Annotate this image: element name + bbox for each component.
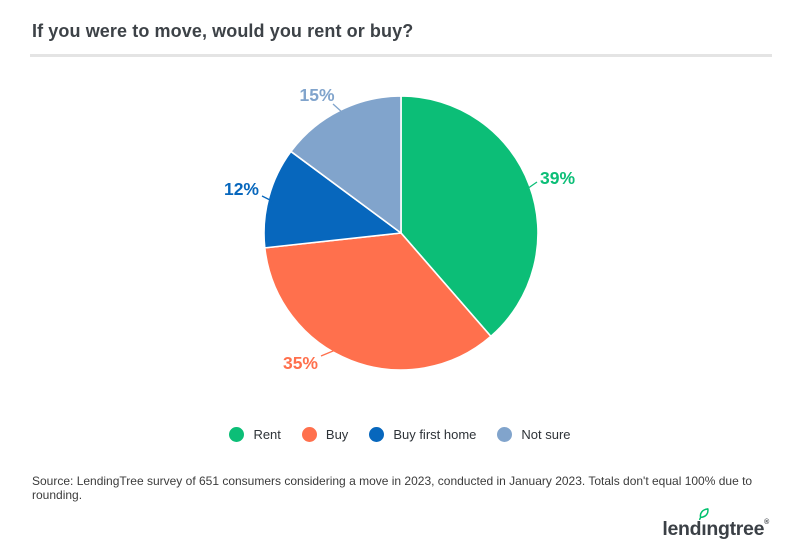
- pie-label-not-sure: 15%: [299, 85, 334, 105]
- leaf-icon: [699, 508, 709, 520]
- legend-item-rent: Rent: [229, 427, 281, 442]
- source-note: Source: LendingTree survey of 651 consum…: [32, 474, 753, 502]
- logo-text-end: ngtree: [706, 518, 765, 540]
- pie-chart: 39% 35% 12% 15%: [224, 85, 575, 373]
- legend-label-rent: Rent: [253, 427, 281, 442]
- pie-leader-not-sure: [332, 103, 344, 114]
- pie-leader-buy-first-home: [261, 195, 273, 202]
- title-divider: [30, 54, 772, 57]
- logo-letter-i: ı: [699, 508, 709, 541]
- pie-slice-rent: [400, 95, 539, 338]
- legend-dot-buy: [301, 427, 317, 442]
- legend-item-not-sure: Not sure: [497, 427, 571, 442]
- legend-dot-buy-first-home: [369, 427, 385, 442]
- lendingtree-logo: lend ıngtree®: [662, 508, 769, 541]
- pie-slice-buy-first-home: [263, 150, 402, 249]
- legend-label-not-sure: Not sure: [521, 427, 571, 442]
- legend-item-buy-first-home: Buy first home: [369, 427, 476, 442]
- pie-slice-buy: [264, 232, 492, 371]
- pie-slice-not-sure: [290, 95, 402, 234]
- pie-label-buy-first-home: 12%: [224, 179, 259, 199]
- legend-dot-not-sure: [497, 427, 513, 442]
- logo-text-start: lend: [662, 518, 702, 540]
- legend-label-buy: Buy: [325, 427, 349, 442]
- legend-dot-rent: [229, 427, 245, 442]
- legend-item-buy: Buy: [301, 427, 349, 442]
- chart-title: If you were to move, would you rent or b…: [32, 21, 414, 41]
- legend-label-buy-first-home: Buy first home: [393, 427, 477, 442]
- pie-leader-rent: [523, 181, 538, 192]
- pie-label-buy: 35%: [283, 353, 318, 373]
- pie-label-rent: 39%: [540, 168, 575, 188]
- legend: Rent Buy Buy first home Not sure: [0, 427, 800, 442]
- pie-leader-buy: [320, 345, 351, 358]
- registered-mark: ®: [764, 519, 769, 526]
